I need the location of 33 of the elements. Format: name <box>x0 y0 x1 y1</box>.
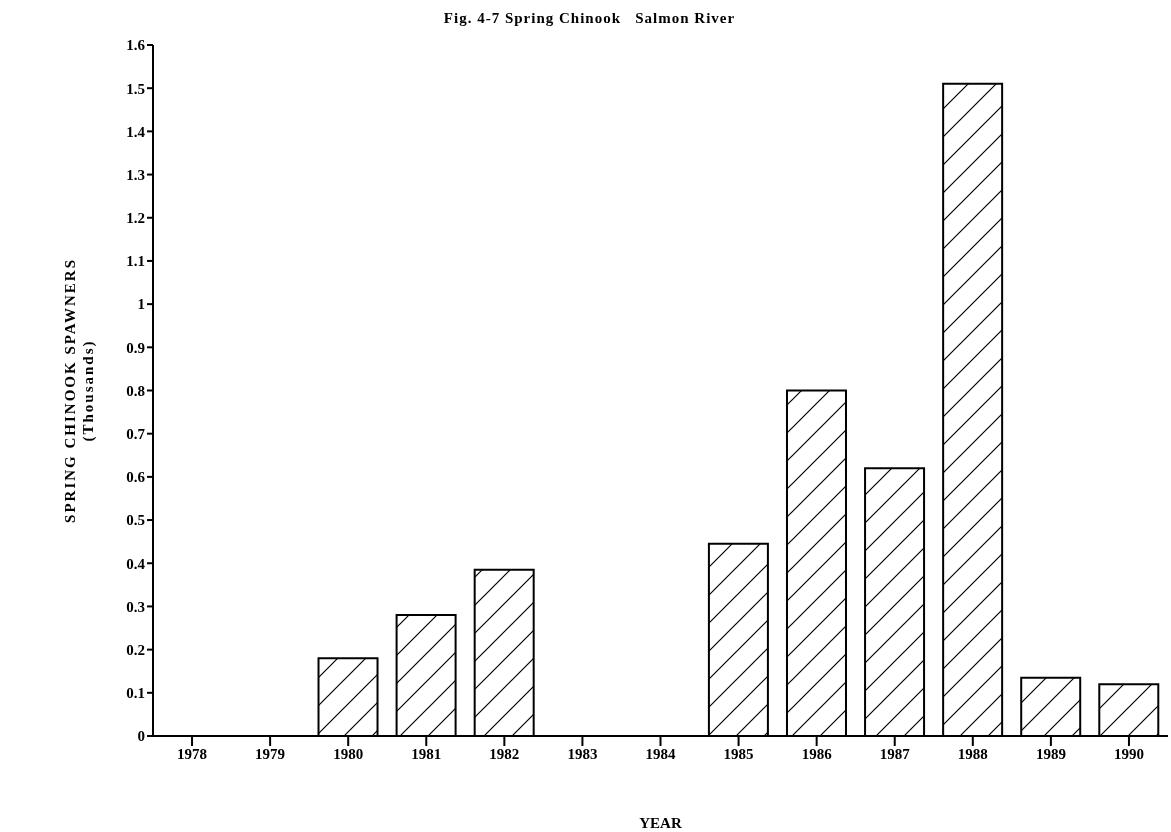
y-tick-label: 0.6 <box>126 469 146 486</box>
y-tick-label: 1.3 <box>126 166 145 183</box>
y-tick-label: 0.1 <box>126 685 145 702</box>
x-tick-label: 1983 <box>567 745 598 762</box>
y-tick-label: 0.4 <box>126 555 146 572</box>
y-tick-label: 0.7 <box>126 426 146 443</box>
x-tick-label: 1989 <box>1035 745 1066 762</box>
y-tick-label: 0.9 <box>126 339 145 356</box>
y-tick-label: 0 <box>137 728 145 745</box>
x-tick-label: 1981 <box>411 745 442 762</box>
y-tick-label: 0.8 <box>126 382 145 399</box>
x-tick-label: 1990 <box>1113 745 1144 762</box>
y-tick-label: 0.2 <box>126 641 145 658</box>
y-tick-label: 1.2 <box>126 210 145 227</box>
y-tick-label: 1 <box>137 296 145 313</box>
x-tick-label: 1985 <box>723 745 754 762</box>
x-tick-label: 1984 <box>645 745 676 762</box>
y-tick-label: 0.5 <box>126 512 145 529</box>
x-tick-label: 1982 <box>489 745 520 762</box>
x-tick-label: 1979 <box>255 745 286 762</box>
x-tick-label: 1987 <box>879 745 911 762</box>
y-tick-label: 0.3 <box>126 598 145 615</box>
y-axis-title: SPRING CHINOOK SPAWNERS (Thousands) <box>62 258 97 523</box>
chart-title: Fig. 4-7 Spring Chinook Salmon River <box>442 10 737 27</box>
y-tick-label: 1.5 <box>126 80 145 97</box>
y-tick-label: 1.4 <box>126 123 146 140</box>
x-tick-label: 1988 <box>957 745 988 762</box>
x-tick-label: 1980 <box>333 745 364 762</box>
x-axis-title: YEAR <box>639 815 682 831</box>
y-tick-label: 1.6 <box>126 37 146 54</box>
x-tick-label: 1986 <box>801 745 833 762</box>
y-tick-label: 1.1 <box>126 253 145 270</box>
x-tick-label: 1978 <box>177 745 208 762</box>
